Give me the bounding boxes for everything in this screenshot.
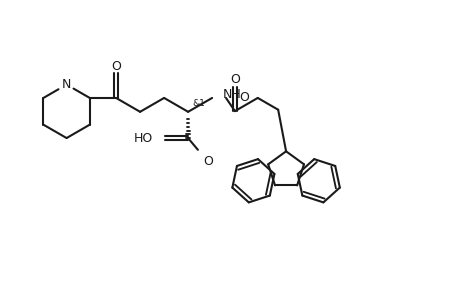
Text: &1: &1 [192,99,204,108]
Text: O: O [202,155,212,168]
Text: NH: NH [222,88,241,102]
Text: HO: HO [133,132,152,145]
Text: O: O [239,91,249,104]
Text: O: O [229,73,239,86]
Text: O: O [111,59,121,73]
Text: N: N [62,78,71,91]
